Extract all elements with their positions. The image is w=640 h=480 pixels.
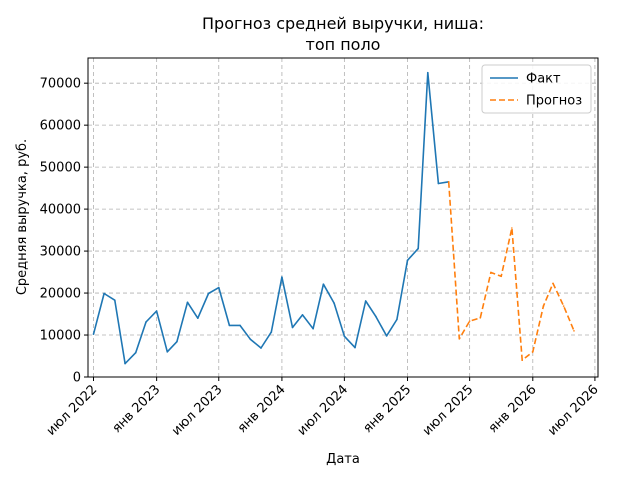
x-axis: июл 2022 янв 2023 июл 2023 янв 2024 июл 2024…: [44, 377, 602, 439]
data-point: [124, 362, 126, 365]
x-tick-label: июл 2023: [169, 382, 226, 439]
data-point: [103, 292, 105, 295]
data-point: [291, 326, 294, 329]
data-point: [542, 305, 545, 307]
data-point: [500, 275, 503, 278]
data-point: [375, 315, 377, 318]
data-point: [176, 340, 178, 343]
legend-box: [481, 64, 592, 114]
data-point: [281, 276, 283, 278]
grid: [88, 58, 598, 378]
y-tick-label: 20000: [40, 287, 81, 302]
series-group: [92, 71, 575, 365]
x-tick-label: янв 2026: [486, 382, 540, 436]
data-point: [134, 351, 137, 354]
plot-frame: [87, 57, 599, 378]
data-point: [364, 300, 367, 302]
data-point: [479, 317, 482, 319]
data-point: [155, 310, 158, 312]
data-point: [249, 338, 252, 341]
data-point: [301, 314, 304, 316]
legend: Факт Прогноз: [481, 64, 592, 114]
y-tick-label: 70000: [40, 77, 81, 92]
x-tick-label: июл 2026: [545, 382, 602, 439]
data-point: [490, 271, 492, 274]
data-point: [333, 302, 335, 304]
chart-title-line-1: Прогноз средней выручки, ниша:: [202, 14, 484, 33]
data-point: [406, 259, 409, 262]
data-point: [113, 299, 116, 301]
data-point: [239, 324, 241, 327]
data-point: [217, 286, 220, 289]
y-tick-label: 40000: [40, 203, 81, 218]
x-tick-label: июл 2024: [295, 382, 352, 439]
data-point: [207, 292, 210, 295]
x-tick-label: янв 2023: [110, 382, 164, 436]
data-point: [468, 320, 471, 322]
data-point: [145, 321, 147, 323]
data-point: [354, 346, 356, 349]
data-point: [521, 359, 523, 362]
data-point: [426, 71, 429, 74]
x-tick-label: июл 2025: [420, 382, 477, 439]
y-tick-label: 10000: [40, 329, 81, 344]
y-axis-label: Средняя выручка, руб.: [15, 139, 30, 295]
legend-label: Прогноз: [526, 94, 582, 109]
chart-title-line-2: топ поло: [306, 35, 381, 54]
data-point: [343, 335, 346, 338]
data-point: [511, 227, 513, 229]
y-tick-label: 50000: [40, 161, 81, 176]
y-tick-label: 60000: [40, 119, 81, 134]
data-point: [92, 333, 95, 335]
data-point: [312, 327, 314, 330]
data-point: [531, 351, 534, 353]
x-tick-label: июл 2022: [44, 382, 101, 439]
series-line-forecast: [447, 181, 575, 362]
data-point: [166, 351, 169, 353]
data-point: [270, 331, 273, 333]
legend-label: Факт: [526, 72, 561, 87]
y-axis: 0 10000 20000 30000 40000 50000 60000 70000: [40, 77, 88, 386]
data-point: [396, 318, 398, 321]
data-point: [197, 317, 199, 320]
data-point: [260, 347, 262, 349]
data-point: [322, 283, 325, 286]
data-point: [458, 338, 461, 340]
data-point: [562, 305, 565, 307]
data-point: [573, 330, 575, 332]
series-line-actual: [92, 71, 449, 365]
data-point: [552, 282, 554, 285]
x-tick-label: янв 2025: [360, 382, 414, 436]
x-axis-label: Дата: [326, 452, 360, 467]
data-point: [228, 324, 231, 327]
data-point: [417, 247, 419, 250]
y-tick-label: 30000: [40, 245, 81, 260]
x-tick-label: янв 2024: [235, 382, 289, 436]
data-point: [186, 301, 189, 304]
data-point: [385, 335, 388, 337]
data-point: [447, 181, 450, 183]
y-tick-label: 0: [73, 371, 81, 386]
data-point: [437, 182, 440, 185]
